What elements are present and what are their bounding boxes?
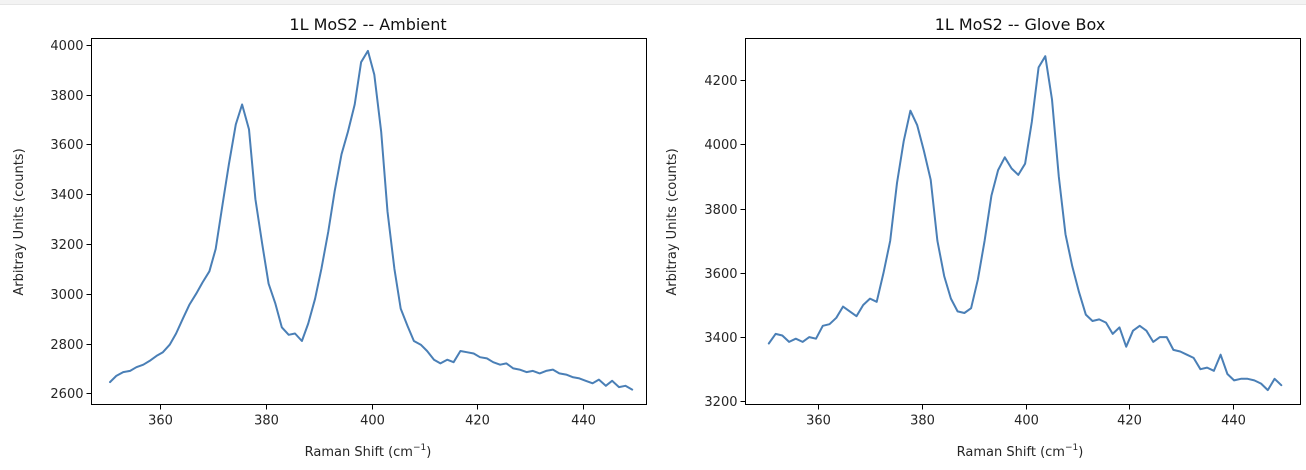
chart-ambient: 1L MoS2 -- Ambient Raman Shift (cm−1) Ar… (12, 15, 647, 460)
series-line (109, 49, 634, 391)
svg-text:Raman Shift (cm−1): Raman Shift (cm−1) (305, 443, 432, 460)
y-tick-label: 3800 (50, 89, 83, 104)
notebook-top-strip (0, 0, 1306, 5)
x-tick-label: 420 (1117, 414, 1142, 429)
x-tick-label: 440 (571, 414, 596, 429)
x-tick-label: 380 (254, 414, 279, 429)
x-tick-label: 360 (148, 414, 173, 429)
x-axis-label: Raman Shift (cm−1) (305, 443, 432, 460)
y-tick-label: 4200 (704, 74, 737, 89)
y-tick-label: 4000 (50, 39, 83, 54)
series-lines (109, 49, 634, 391)
x-axis-label-close: ) (1078, 445, 1083, 460)
x-tick-label: 360 (806, 414, 831, 429)
x-tick-label: 440 (1221, 414, 1246, 429)
plot-frame (745, 38, 1301, 405)
axis-ticks: 360 380 400 420 440 2600 2800 3000 3200 3400 3600 3… (50, 39, 596, 429)
y-tick-label: 3200 (50, 238, 83, 253)
chart-glove-box: 1L MoS2 -- Glove Box Raman Shift (cm−1) … (665, 15, 1301, 460)
x-tick-label: 420 (465, 414, 490, 429)
series-lines (767, 55, 1283, 392)
x-axis-label-text: Raman Shift (cm (305, 445, 413, 460)
y-tick-label: 3400 (50, 188, 83, 203)
x-axis-label-superscript: −1 (413, 443, 426, 453)
x-axis-label-superscript: −1 (1065, 443, 1078, 453)
y-tick-label: 3600 (50, 138, 83, 153)
y-tick-label: 4000 (704, 138, 737, 153)
y-axis-label: Arbitray Units (counts) (665, 148, 680, 295)
y-tick-label: 3800 (704, 203, 737, 218)
y-tick-label: 2800 (50, 338, 83, 353)
y-tick-label: 3000 (50, 288, 83, 303)
y-tick-label: 2600 (50, 387, 83, 402)
x-tick-label: 380 (910, 414, 935, 429)
y-axis-label: Arbitray Units (counts) (12, 148, 27, 295)
y-tick-label: 3200 (704, 395, 737, 410)
plot-frame (91, 38, 647, 405)
x-axis-label: Raman Shift (cm−1) (957, 443, 1084, 460)
y-tick-label: 3400 (704, 331, 737, 346)
x-tick-label: 400 (1014, 414, 1039, 429)
svg-text:Raman Shift (cm−1): Raman Shift (cm−1) (957, 443, 1084, 460)
x-axis-label-close: ) (426, 445, 431, 460)
x-axis-label-text: Raman Shift (cm (957, 445, 1065, 460)
y-tick-label: 3600 (704, 267, 737, 282)
x-tick-label: 400 (360, 414, 385, 429)
chart-title: 1L MoS2 -- Ambient (289, 15, 446, 34)
series-line (767, 55, 1283, 392)
chart-title: 1L MoS2 -- Glove Box (935, 15, 1106, 34)
axis-ticks: 360 380 400 420 440 3200 3400 3600 3800 4000 4200 (704, 74, 1246, 429)
